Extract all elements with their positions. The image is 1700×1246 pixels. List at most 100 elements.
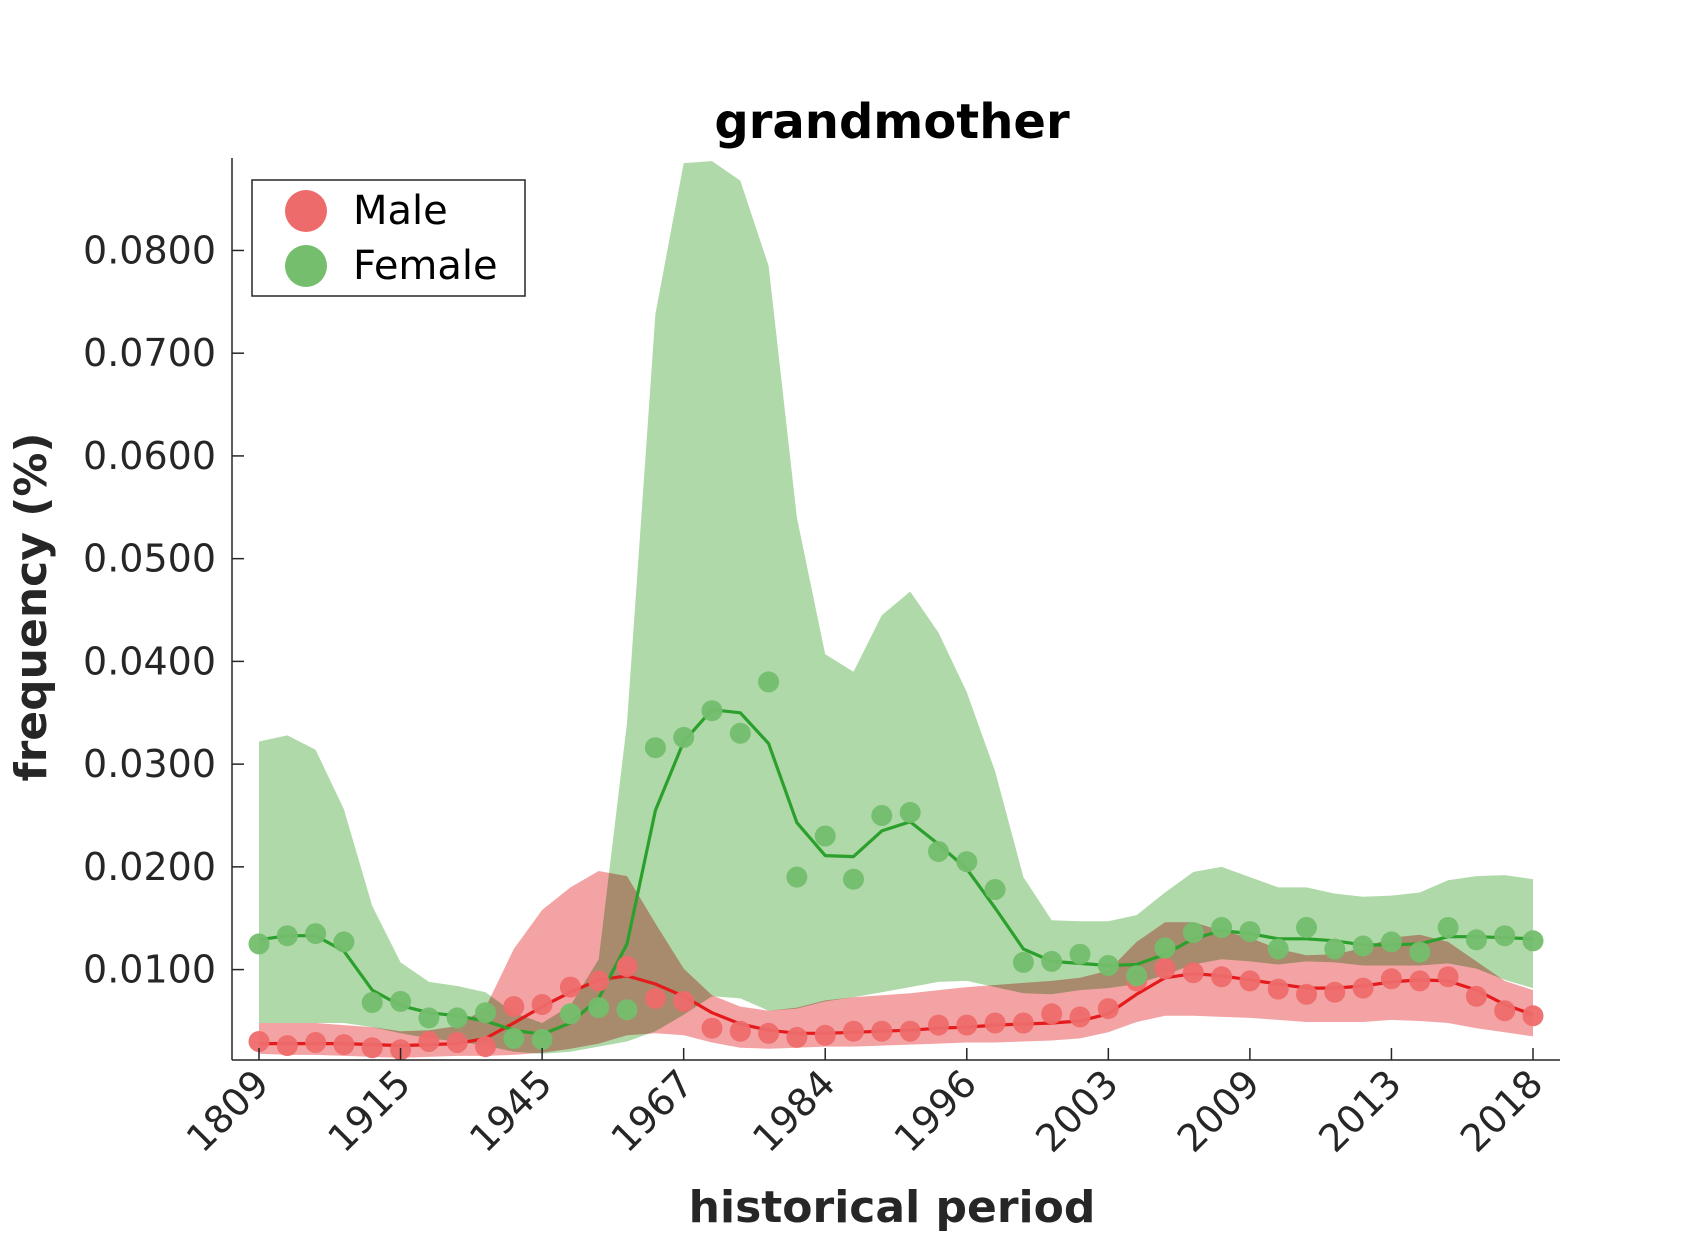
axes (231, 158, 1560, 1061)
male-data-point (701, 1017, 723, 1039)
y-tick-label: 0.0100 (83, 948, 216, 992)
y-axis-label: frequency (%) (6, 432, 57, 781)
male-data-point (1380, 968, 1402, 990)
male-data-point (276, 1035, 298, 1057)
legend-male-label: Male (353, 188, 448, 234)
chart-title: grandmother (714, 94, 1070, 150)
female-data-point (1154, 937, 1176, 959)
male-data-point (305, 1032, 327, 1053)
male-data-point (758, 1022, 780, 1044)
male-data-point (616, 956, 638, 977)
series-points (248, 671, 1544, 1061)
female-data-point (616, 999, 638, 1021)
male-data-point (1324, 981, 1346, 1003)
male-data-point (1182, 962, 1204, 984)
series-lines (258, 708, 1534, 1048)
male-data-point (871, 1020, 893, 1042)
female-data-point (899, 801, 921, 823)
male-data-point (1267, 978, 1289, 1000)
female-data-point (305, 923, 327, 945)
male-data-point (361, 1037, 383, 1059)
male-data-point (729, 1020, 751, 1042)
female-data-point (729, 722, 751, 744)
female-data-point (390, 990, 412, 1012)
male-data-point (248, 1031, 270, 1052)
x-tick-label: 1984 (744, 1061, 844, 1161)
x-tick-label: 1996 (886, 1061, 986, 1161)
female-data-point (1437, 917, 1459, 938)
x-tick-label: 2003 (1027, 1061, 1127, 1161)
x-tick-label: 2009 (1169, 1061, 1269, 1161)
female-data-point (559, 1003, 581, 1025)
male-data-point (1465, 985, 1487, 1007)
female-data-point (1012, 951, 1034, 973)
male-trend-line (259, 972, 1534, 1048)
male-data-point (1352, 977, 1374, 999)
male-data-point (984, 1012, 1006, 1034)
female-data-point (1409, 941, 1431, 963)
y-tick-label: 0.0400 (83, 639, 216, 683)
female-data-point (503, 1027, 525, 1049)
female-data-point (1352, 935, 1374, 957)
female-data-point (956, 851, 978, 873)
female-data-point (446, 1007, 468, 1029)
legend-female-marker (285, 245, 327, 287)
male-data-point (588, 970, 610, 992)
x-tick-label: 1915 (319, 1061, 419, 1161)
male-data-point (1211, 966, 1233, 988)
female-trend-line (258, 708, 1534, 1036)
female-data-point (701, 700, 723, 722)
male-data-point (1154, 958, 1176, 980)
female-data-point (1239, 921, 1261, 943)
y-tick-label: 0.0800 (83, 228, 216, 272)
female-data-point (871, 805, 893, 826)
male-data-point (1409, 970, 1431, 992)
female-data-point (786, 866, 808, 888)
x-tick-label: 1967 (603, 1061, 703, 1161)
male-data-point (1097, 998, 1119, 1020)
y-tick-label: 0.0700 (83, 331, 216, 375)
male-data-point (814, 1024, 836, 1046)
male-data-point (333, 1034, 355, 1056)
legend-male-marker (285, 190, 327, 232)
male-data-point (559, 976, 581, 998)
male-data-point (1012, 1012, 1034, 1034)
male-data-point (644, 987, 666, 1009)
female-data-point (531, 1029, 553, 1050)
male-data-point (531, 994, 553, 1015)
female-data-point (1182, 922, 1204, 944)
female-data-point (333, 931, 355, 953)
male-data-point (1296, 983, 1317, 1005)
y-tick-label: 0.0600 (83, 434, 216, 478)
female-data-point (475, 1002, 496, 1024)
female-data-point (928, 841, 949, 862)
female-data-point (843, 868, 864, 890)
female-data-point (1267, 938, 1289, 960)
male-data-point (843, 1020, 864, 1042)
male-data-point (1041, 1003, 1063, 1025)
male-data-point (475, 1036, 496, 1058)
male-data-point (786, 1026, 808, 1048)
male-data-point (1239, 970, 1261, 992)
male-data-point (446, 1032, 468, 1053)
female-data-point (361, 992, 383, 1013)
female-data-point (1465, 929, 1487, 951)
female-data-point (1380, 931, 1402, 953)
male-data-point (1494, 1000, 1516, 1022)
female-data-point (673, 726, 695, 748)
female-data-point (1041, 950, 1063, 972)
male-data-point (899, 1020, 921, 1042)
y-tick-label: 0.0500 (83, 537, 216, 581)
male-data-point (956, 1014, 978, 1036)
y-tick-label: 0.0300 (83, 742, 216, 786)
male-data-point (418, 1031, 440, 1052)
x-axis-ticks: 1809 1915 1945 1967 1984 1996 2003 2009 2013 2018 (178, 1048, 1552, 1161)
legend-female-label: Female (353, 243, 498, 289)
female-data-point (984, 879, 1006, 900)
female-data-point (644, 737, 666, 759)
male-data-point (928, 1014, 949, 1036)
female-data-point (814, 825, 836, 847)
female-data-point (1522, 930, 1544, 952)
x-tick-label: 2018 (1452, 1061, 1552, 1161)
female-data-point (248, 933, 270, 955)
